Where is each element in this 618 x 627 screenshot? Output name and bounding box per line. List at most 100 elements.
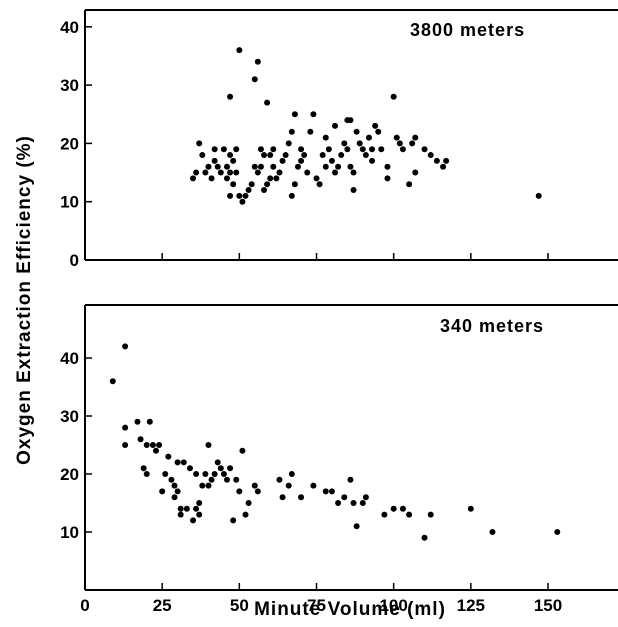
panel-label-340: 340 meters: [440, 316, 544, 336]
data-point: [322, 163, 329, 170]
data-point: [304, 169, 311, 176]
y-tick-label: 30: [60, 407, 79, 426]
data-point: [322, 488, 329, 495]
data-point: [239, 198, 246, 205]
y-tick-label: 20: [60, 134, 79, 153]
data-point: [193, 169, 200, 176]
data-point: [257, 146, 264, 153]
data-point: [233, 146, 240, 153]
data-point: [236, 192, 243, 199]
data-point: [174, 459, 181, 466]
data-point: [338, 152, 345, 159]
data-point: [205, 482, 212, 489]
data-point: [279, 157, 286, 164]
x-tick-label: 125: [457, 596, 485, 615]
data-point: [267, 175, 274, 182]
data-point: [291, 111, 298, 118]
data-point: [217, 169, 224, 176]
data-point: [230, 181, 237, 188]
data-point: [288, 128, 295, 135]
data-point: [369, 157, 376, 164]
data-point: [261, 187, 268, 194]
data-point: [291, 181, 298, 188]
data-point: [412, 134, 419, 141]
data-point: [369, 146, 376, 153]
data-point: [174, 488, 181, 495]
data-point: [214, 459, 221, 466]
data-point: [347, 163, 354, 170]
data-point: [152, 447, 159, 454]
data-point: [202, 169, 209, 176]
data-point: [143, 471, 150, 477]
data-point: [251, 482, 258, 489]
data-point: [196, 511, 203, 518]
data-point: [227, 465, 234, 472]
x-tick-label: 50: [230, 596, 249, 615]
x-axis-title: Minute Volume (ml): [254, 599, 446, 620]
data-point: [140, 465, 147, 472]
data-point: [282, 152, 289, 159]
data-point: [298, 157, 305, 164]
panel-340-meters: 340 meters 10 20 30 40 0 25 50 75 100 125 150: [60, 304, 618, 615]
data-point: [254, 169, 261, 176]
data-point: [427, 511, 434, 518]
data-point: [440, 163, 447, 170]
data-point: [288, 192, 295, 199]
data-point: [396, 140, 403, 147]
data-point: [171, 494, 178, 501]
data-point: [217, 465, 224, 472]
data-point: [316, 181, 323, 188]
data-point: [378, 146, 385, 153]
data-point: [254, 488, 261, 495]
y-tick-label: 0: [70, 251, 79, 270]
data-point: [230, 157, 237, 164]
data-point: [427, 152, 434, 159]
data-point: [356, 140, 363, 147]
data-point: [310, 111, 317, 118]
data-point: [359, 146, 366, 153]
data-point: [227, 152, 234, 159]
data-point: [359, 500, 366, 506]
data-point: [301, 152, 308, 159]
data-point: [193, 471, 200, 477]
data-point: [489, 529, 496, 535]
data-point: [276, 169, 283, 176]
data-point: [390, 93, 397, 100]
data-point: [233, 169, 240, 176]
data-point: [344, 146, 351, 153]
data-point: [208, 175, 215, 182]
data-point: [177, 511, 184, 518]
data-point: [328, 157, 335, 164]
data-point: [294, 163, 301, 170]
data-point: [177, 505, 184, 512]
data-point: [335, 500, 342, 506]
data-point: [190, 517, 197, 524]
data-point: [384, 163, 391, 170]
data-point: [205, 163, 212, 170]
data-point: [328, 488, 335, 495]
y-tick-label: 10: [60, 523, 79, 542]
data-point: [122, 343, 129, 350]
data-point: [421, 534, 428, 541]
data-point: [186, 465, 193, 472]
data-point: [245, 187, 252, 194]
data-point: [162, 471, 169, 477]
data-point: [270, 146, 277, 153]
data-point: [165, 453, 172, 460]
data-point: [332, 122, 339, 129]
data-point: [347, 476, 354, 483]
data-point: [199, 482, 206, 489]
data-point: [285, 482, 292, 489]
data-point: [350, 169, 357, 176]
data-point: [227, 93, 234, 100]
data-point: [341, 140, 348, 147]
data-point: [381, 511, 388, 518]
data-point: [223, 163, 230, 170]
data-point: [180, 459, 187, 466]
data-point: [257, 163, 264, 170]
data-point: [261, 152, 268, 159]
data-point: [362, 494, 369, 501]
x-tick-label: 0: [80, 596, 89, 615]
data-point: [279, 494, 286, 501]
